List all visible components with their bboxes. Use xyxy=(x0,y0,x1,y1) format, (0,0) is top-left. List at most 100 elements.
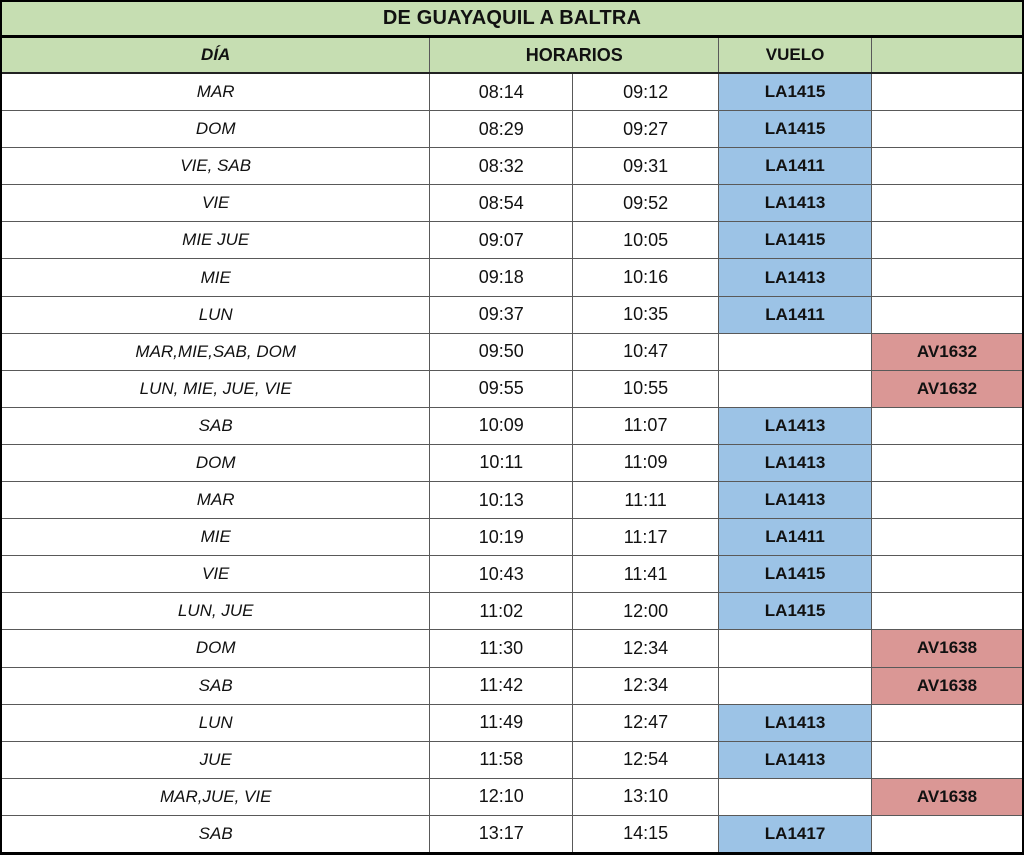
departure-time-cell: 10:43 xyxy=(430,556,574,593)
la-flight-cell: LA1413 xyxy=(719,185,873,222)
la-flight-cell: LA1417 xyxy=(719,815,873,852)
av-flight-cell xyxy=(872,222,1022,258)
day-cell: SAB xyxy=(2,667,431,704)
table-title: DE GUAYAQUIL A BALTRA xyxy=(2,2,1022,38)
table-body: MAR 08:14 09:12 LA1415 DOM 08:29 09:27 L… xyxy=(2,74,1022,852)
arrival-time-cell: 09:27 xyxy=(573,111,720,148)
la-flight-cell: LA1415 xyxy=(719,111,873,148)
av-flight-cell xyxy=(872,705,1022,741)
arrival-time-cell: 09:12 xyxy=(573,74,720,111)
arrival-time-cell: 12:00 xyxy=(573,593,720,630)
table-row: MIE 10:19 11:17 LA1411 xyxy=(2,518,1022,556)
la-flight-cell: LA1411 xyxy=(719,296,873,333)
la-flight-cell: LA1413 xyxy=(719,444,873,482)
departure-time-cell: 11:02 xyxy=(430,593,574,630)
la-flight-cell: LA1411 xyxy=(719,519,873,556)
table-row: MIE JUE 09:07 10:05 LA1415 xyxy=(2,221,1022,259)
departure-time-cell: 09:37 xyxy=(430,296,574,333)
av-flight-cell xyxy=(872,259,1022,295)
arrival-time-cell: 12:34 xyxy=(573,667,720,704)
av-flight-cell: AV1638 xyxy=(872,630,1022,667)
table-row: MAR,JUE, VIE 12:10 13:10 AV1638 xyxy=(2,777,1022,815)
departure-time-cell: 08:14 xyxy=(430,74,574,111)
day-cell: MAR,JUE, VIE xyxy=(2,778,431,815)
table-row: LUN 11:49 12:47 LA1413 xyxy=(2,703,1022,741)
departure-time-cell: 11:58 xyxy=(430,741,574,778)
la-flight-cell: LA1413 xyxy=(719,259,873,296)
day-cell: VIE, SAB xyxy=(2,148,431,185)
av-flight-cell xyxy=(872,742,1022,778)
la-flight-cell: LA1415 xyxy=(719,593,873,630)
column-header-dia: DÍA xyxy=(2,38,431,72)
arrival-time-cell: 11:09 xyxy=(573,444,720,482)
day-cell: MIE xyxy=(2,519,431,556)
table-row: DOM 11:30 12:34 AV1638 xyxy=(2,629,1022,667)
av-flight-cell xyxy=(872,816,1022,852)
table-row: DOM 10:11 11:09 LA1413 xyxy=(2,443,1022,482)
table-header-row: DÍA HORARIOS VUELO xyxy=(2,38,1022,74)
la-flight-cell xyxy=(719,333,873,370)
day-cell: LUN xyxy=(2,704,431,741)
departure-time-cell: 10:19 xyxy=(430,519,574,556)
table-row: MAR 10:13 11:11 LA1413 xyxy=(2,481,1022,519)
departure-time-cell: 13:17 xyxy=(430,815,574,852)
day-cell: DOM xyxy=(2,630,431,667)
arrival-time-cell: 12:47 xyxy=(573,704,720,741)
table-row: JUE 11:58 12:54 LA1413 xyxy=(2,740,1022,778)
la-flight-cell xyxy=(719,630,873,667)
arrival-time-cell: 12:54 xyxy=(573,741,720,778)
table-row: MAR,MIE,SAB, DOM 09:50 10:47 AV1632 xyxy=(2,332,1022,370)
table-row: DOM 08:29 09:27 LA1415 xyxy=(2,110,1022,148)
table-row: VIE 10:43 11:41 LA1415 xyxy=(2,555,1022,593)
arrival-time-cell: 11:11 xyxy=(573,482,720,519)
departure-time-cell: 11:42 xyxy=(430,667,574,704)
la-flight-cell: LA1415 xyxy=(719,222,873,259)
av-flight-cell xyxy=(872,482,1022,518)
arrival-time-cell: 09:31 xyxy=(573,148,720,185)
column-header-vuelo: VUELO xyxy=(719,38,873,72)
table-row: MAR 08:14 09:12 LA1415 xyxy=(2,74,1022,111)
arrival-time-cell: 10:35 xyxy=(573,296,720,333)
departure-time-cell: 09:07 xyxy=(430,222,574,259)
arrival-time-cell: 14:15 xyxy=(573,815,720,852)
arrival-time-cell: 11:07 xyxy=(573,407,720,444)
arrival-time-cell: 10:05 xyxy=(573,222,720,259)
av-flight-cell xyxy=(872,297,1022,333)
table-row: VIE, SAB 08:32 09:31 LA1411 xyxy=(2,147,1022,185)
departure-time-cell: 11:49 xyxy=(430,704,574,741)
la-flight-cell: LA1413 xyxy=(719,482,873,519)
av-flight-cell xyxy=(872,74,1022,110)
departure-time-cell: 12:10 xyxy=(430,778,574,815)
arrival-time-cell: 12:34 xyxy=(573,630,720,667)
day-cell: JUE xyxy=(2,741,431,778)
day-cell: MIE JUE xyxy=(2,222,431,259)
column-header-extra xyxy=(872,38,1022,72)
day-cell: DOM xyxy=(2,444,431,482)
day-cell: SAB xyxy=(2,407,431,444)
arrival-time-cell: 09:52 xyxy=(573,185,720,222)
la-flight-cell xyxy=(719,667,873,704)
av-flight-cell: AV1638 xyxy=(872,778,1022,815)
day-cell: DOM xyxy=(2,111,431,148)
av-flight-cell xyxy=(872,148,1022,184)
day-cell: MAR xyxy=(2,482,431,519)
la-flight-cell: LA1413 xyxy=(719,741,873,778)
departure-time-cell: 09:55 xyxy=(430,370,574,407)
day-cell: MAR,MIE,SAB, DOM xyxy=(2,333,431,370)
av-flight-cell xyxy=(872,111,1022,147)
departure-time-cell: 10:13 xyxy=(430,482,574,519)
table-row: SAB 10:09 11:07 LA1413 xyxy=(2,406,1022,444)
departure-time-cell: 09:50 xyxy=(430,333,574,370)
day-cell: VIE xyxy=(2,185,431,222)
arrival-time-cell: 11:41 xyxy=(573,556,720,593)
av-flight-cell: AV1632 xyxy=(872,333,1022,370)
av-flight-cell xyxy=(872,185,1022,221)
av-flight-cell xyxy=(872,593,1022,629)
la-flight-cell: LA1415 xyxy=(719,556,873,593)
table-row: SAB 11:42 12:34 AV1638 xyxy=(2,666,1022,704)
la-flight-cell xyxy=(719,370,873,407)
la-flight-cell: LA1413 xyxy=(719,704,873,741)
day-cell: LUN, MIE, JUE, VIE xyxy=(2,370,431,407)
